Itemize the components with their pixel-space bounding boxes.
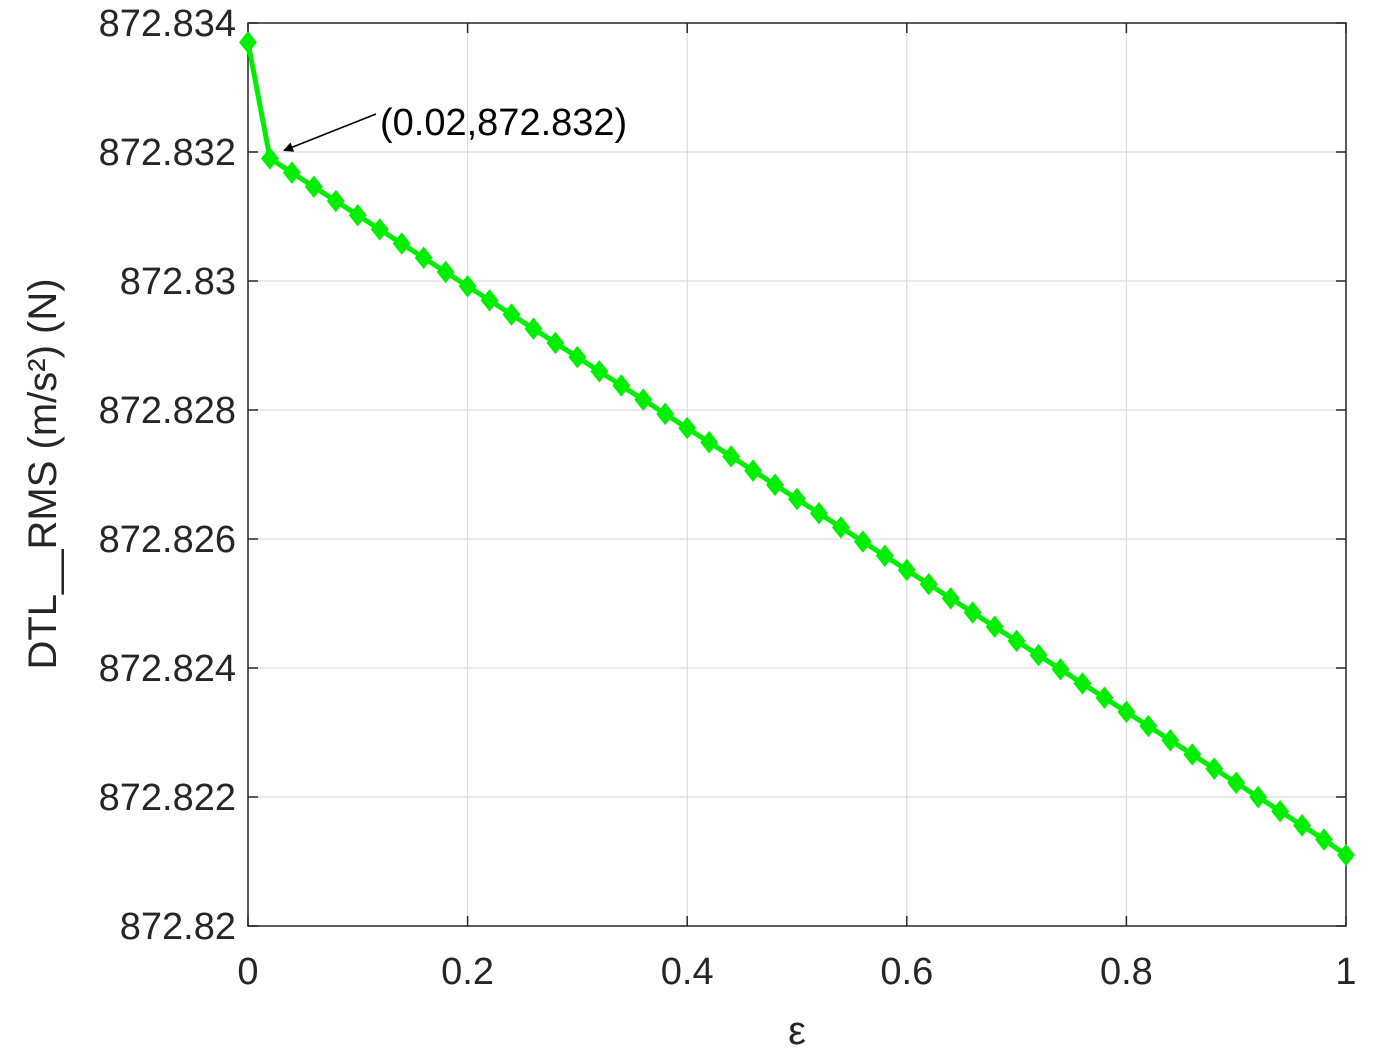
data-point-marker [1007, 629, 1026, 653]
data-point-marker [348, 204, 367, 227]
data-point-marker [612, 374, 631, 397]
y-axis-label: DTL__RMS (m/s²) (N) [21, 278, 65, 669]
data-point-marker [1205, 757, 1224, 780]
data-point-marker [260, 147, 279, 170]
data-point-marker [809, 501, 828, 525]
data-point-marker [1293, 814, 1312, 837]
data-point-marker [1051, 658, 1070, 681]
data-point-marker [1117, 700, 1136, 724]
x-tick-label: 1 [1335, 951, 1356, 993]
axis-ticks: 0 0.2 0.4 0.6 0.8 1 872.82 872.822 872.824 872.82… [99, 3, 1357, 993]
data-point-marker [414, 246, 433, 269]
data-point-marker [1029, 643, 1048, 667]
data-point-marker [1337, 843, 1355, 867]
data-point-marker [963, 601, 982, 624]
annotation-group: (0.02,872.832) [283, 102, 627, 152]
y-tick-label: 872.83 [120, 261, 236, 303]
x-axis-label: ε [788, 1009, 806, 1053]
data-point-marker [568, 345, 587, 369]
annotation-arrow [283, 113, 377, 152]
data-point-marker [678, 416, 697, 440]
data-point-marker [304, 175, 323, 199]
annotation-label: (0.02,872.832) [380, 102, 627, 144]
x-tick-label: 0.4 [661, 951, 714, 993]
data-point-marker [282, 161, 301, 184]
data-point-marker [370, 218, 389, 241]
data-point-marker [1183, 743, 1202, 766]
data-point-marker [722, 445, 741, 468]
data-point-marker [1095, 686, 1114, 709]
data-point-marker [239, 31, 257, 54]
data-point-marker [1227, 771, 1246, 795]
x-tick-label: 0.2 [441, 951, 494, 993]
data-point-marker [853, 530, 872, 553]
y-tick-label: 872.822 [99, 777, 236, 819]
data-point-marker [546, 331, 565, 355]
data-point-marker [590, 360, 609, 383]
y-tick-label: 872.82 [120, 906, 236, 948]
data-point-marker [766, 473, 785, 497]
data-point-marker [788, 487, 806, 511]
data-series [239, 31, 1355, 867]
data-point-marker [831, 516, 850, 539]
data-point-marker [656, 402, 675, 426]
data-point-marker [941, 587, 960, 610]
plot-area [248, 23, 1346, 926]
data-point-marker [634, 388, 653, 411]
data-point-marker [1271, 799, 1290, 823]
data-point-marker [480, 289, 499, 312]
data-point-marker [985, 615, 1004, 638]
y-tick-label: 872.824 [99, 648, 236, 690]
data-point-marker [1139, 714, 1158, 738]
data-point-marker [700, 431, 719, 454]
data-point-marker [326, 189, 345, 213]
y-tick-label: 872.828 [99, 390, 236, 432]
data-point-marker [524, 317, 543, 340]
data-point-marker [392, 232, 411, 255]
y-tick-label: 872.834 [99, 3, 236, 45]
data-point-marker [875, 544, 894, 567]
data-point-marker [1315, 828, 1334, 851]
data-point-marker [1161, 729, 1180, 752]
data-point-marker [744, 459, 763, 482]
plot-frame [247, 22, 1347, 927]
x-tick-label: 0 [237, 951, 258, 993]
data-point-marker [502, 303, 521, 326]
y-tick-label: 872.826 [99, 519, 236, 561]
data-point-marker [1249, 785, 1268, 809]
data-point-marker [436, 260, 455, 284]
x-tick-label: 0.6 [880, 951, 933, 993]
data-point-marker [897, 558, 916, 582]
data-point-marker [1073, 672, 1092, 695]
data-point-marker [458, 274, 477, 298]
y-tick-label: 872.832 [99, 132, 236, 174]
data-point-marker [919, 572, 938, 596]
x-tick-label: 0.8 [1100, 951, 1153, 993]
